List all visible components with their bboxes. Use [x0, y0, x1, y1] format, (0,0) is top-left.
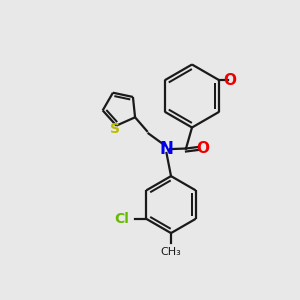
Text: Cl: Cl [114, 212, 129, 226]
Text: CH₃: CH₃ [160, 247, 182, 257]
Text: S: S [110, 122, 120, 136]
Text: O: O [196, 141, 209, 156]
Text: O: O [223, 73, 236, 88]
Text: N: N [160, 140, 173, 158]
